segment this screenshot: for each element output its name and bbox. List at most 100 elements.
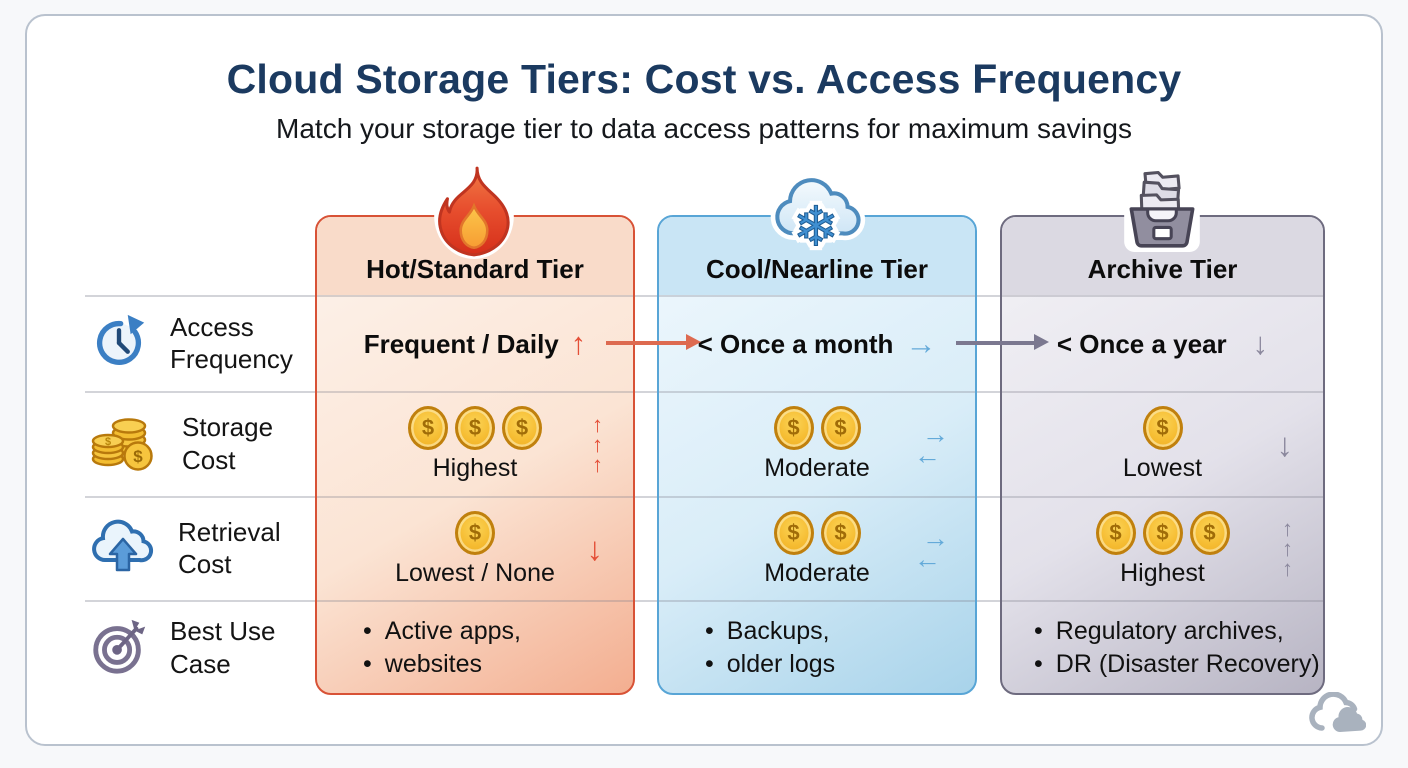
bullet-icon: • [363,616,372,645]
use-case-text: Active apps, [384,616,521,645]
retrieval-cost-cell: $ $ $ Highest ↑ ↑ ↑ [1002,496,1323,600]
bullet-icon: • [363,649,372,678]
cloud-upload-icon [88,518,158,579]
dollar-coin-icon: $ [773,510,814,555]
bullet-icon: • [705,649,714,678]
tier-name: Cool/Nearline Tier [705,254,929,284]
dollar-coin-icon: $ [455,510,495,555]
dollar-coin-icon: $ [408,406,448,450]
left-arrow-icon: ← [914,544,941,574]
use-case-text: older logs [726,649,836,678]
dollar-coin-icon: $ [1142,406,1183,450]
bullet-icon: • [1034,616,1043,645]
storage-cost-cell: $ $ Moderate → ← [659,391,975,496]
svg-text:❄: ❄ [793,196,839,258]
row-label-retrieval-cost: Retrieval Cost [88,496,314,600]
archive-box-icon [1118,162,1206,259]
retrieval-cost-cell: $ Lowest / None ↓ [317,496,633,600]
coin-icons: $ $ [773,510,861,555]
up-arrow-icon: ↑ [570,326,587,361]
down-arrow-icon: ↓ [586,530,604,567]
row-label-line: Cost [178,549,232,579]
right-arrow-icon: → [922,523,949,553]
page-title: Cloud Storage Tiers: Cost vs. Access Fre… [226,56,1182,102]
use-case-text: Backups, [726,616,830,645]
triple-up-arrows-icon: ↑ ↑ ↑ [592,411,603,477]
cool-to-archive-arrow-icon [956,334,1049,349]
dollar-coin-icon: $ [773,406,814,450]
access-frequency-value: < Once a month [697,328,894,359]
down-arrow-icon: ↓ [1276,425,1294,463]
access-frequency-value: Frequent / Daily [363,328,559,359]
coin-icons: $ [455,510,495,555]
dollar-coin-icon: $ [1142,510,1183,555]
row-label-line: Cost [182,444,236,475]
tier-card-hot-standard: Hot/Standard Tier Frequent / Daily ↑ $ $ $… [315,215,635,695]
retrieval-cost-value: Moderate [764,558,870,587]
row-label-access-frequency: Access Frequency [88,295,314,391]
tier-header: Hot/Standard Tier [317,217,633,295]
dollar-coin-icon: $ [502,406,542,450]
clock-refresh-icon [88,310,150,377]
best-use-case-cell: • Active apps, • websites [317,600,633,693]
use-case-item: • websites [363,650,633,679]
bullet-icon: • [705,616,714,645]
storage-cost-value: Highest [432,454,518,482]
up-arrow-icon: ↑ [1282,516,1293,541]
up-arrow-icon: ↑ [592,411,603,437]
row-label-line: Best Use [170,616,276,646]
use-case-text: DR (Disaster Recovery) [1055,649,1320,678]
use-case-item: • Backups, [705,617,975,646]
coin-icons: $ $ $ [1095,510,1230,555]
row-label-line: Storage [182,412,274,442]
row-label-best-use-case: Best Use Case [88,600,314,695]
right-arrow-icon: → [905,326,937,361]
row-label-line: Case [170,648,231,679]
retrieval-cost-value: Highest [1120,558,1205,587]
dollar-coin-icon: $ [1095,510,1136,555]
down-arrow-icon: ↓ [1252,326,1269,361]
dollar-coin-icon: $ [1189,510,1230,555]
coin-icons: $ [1142,406,1183,450]
best-use-case-cell: • Backups, • older logs [659,600,975,693]
svg-text:$: $ [133,447,143,466]
svg-text:$: $ [105,436,111,448]
swap-arrows-icon: → ← [914,420,949,468]
storage-cost-value: Moderate [764,454,870,482]
use-case-item: • DR (Disaster Recovery) [1034,650,1323,679]
storage-cost-cell: $ Lowest ↓ [1002,391,1323,496]
up-arrow-icon: ↑ [592,451,603,477]
retrieval-cost-value: Lowest / None [395,558,555,587]
access-frequency-cell: Frequent / Daily ↑ [317,295,633,391]
snowflake-cloud-icon: ❄ ❄ [763,170,869,263]
dollar-coin-icon: $ [455,406,495,450]
up-arrow-icon: ↑ [1282,536,1293,561]
storage-cost-value: Lowest [1122,454,1203,482]
page-subtitle: Match your storage tier to data access p… [276,113,1132,144]
row-label-storage-cost: $ $ Storage Cost [88,391,314,496]
access-frequency-value: < Once a year [1056,328,1227,359]
bullet-icon: • [1034,649,1043,678]
swap-arrows-icon: → ← [914,525,949,573]
hot-to-cool-arrow-icon [606,334,701,349]
tier-name: Archive Tier [1087,254,1238,284]
retrieval-cost-cell: $ $ Moderate → ← [659,496,975,600]
access-frequency-cell: < Once a month → [659,295,975,391]
use-case-text: websites [384,649,483,678]
best-use-case-cell: • Regulatory archives, • DR (Disaster Re… [1002,600,1323,693]
dollar-coin-icon: $ [820,510,861,555]
tier-card-cool-nearline: Cool/Nearline Tier < Once a month → $ $ M… [657,215,977,695]
storage-cost-cell: $ $ $ Highest ↑ ↑ ↑ [317,391,633,496]
use-case-item: • Regulatory archives, [1034,617,1323,646]
triple-up-arrows-icon: ↑ ↑ ↑ [1282,516,1293,581]
svg-text:❄: ❄ [793,196,839,258]
row-label-line: Retrieval [178,516,281,547]
access-frequency-cell: < Once a year ↓ [1002,295,1323,391]
tier-name: Hot/Standard Tier [366,254,584,284]
coin-stack-icon: $ $ [88,409,162,478]
target-icon [88,614,150,681]
row-label-line: Access [170,311,254,342]
flame-icon [430,163,518,264]
up-arrow-icon: ↑ [1282,556,1293,581]
